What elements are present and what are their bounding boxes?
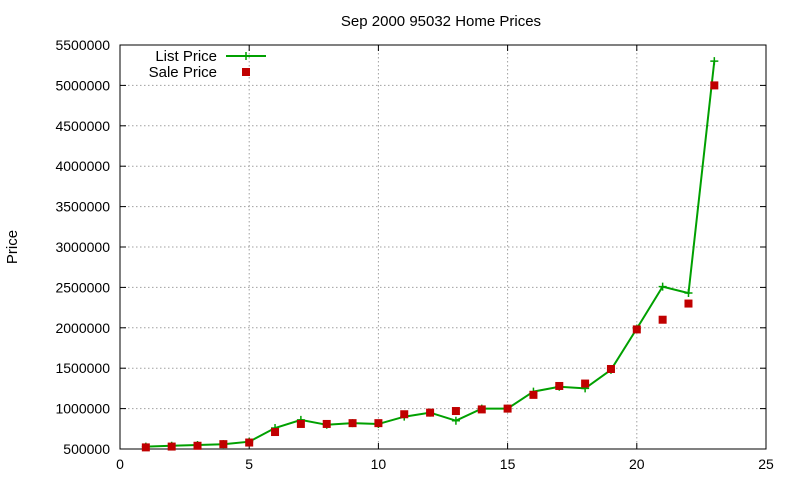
y-tick-label: 2500000 (55, 279, 110, 295)
sale-price-point (348, 419, 357, 428)
sale-price-point (245, 438, 254, 447)
y-tick-label: 500000 (63, 441, 110, 457)
x-tick-label: 20 (629, 456, 645, 472)
legend-label: List Price (155, 48, 217, 65)
sale-price-point (529, 390, 538, 399)
sale-price-point (296, 419, 305, 428)
y-axis-label: Price (4, 230, 21, 264)
x-tick-label: 10 (371, 456, 387, 472)
legend-plus-marker (242, 52, 250, 60)
x-tick-label: 25 (758, 456, 774, 472)
list-price-point (710, 57, 719, 66)
y-tick-label: 5500000 (55, 37, 110, 53)
sale-price-point (374, 419, 383, 428)
x-tick-label: 15 (500, 456, 516, 472)
y-tick-label: 3000000 (55, 239, 110, 255)
x-tick-label: 0 (116, 456, 124, 472)
y-tick-label: 3500000 (55, 199, 110, 215)
sale-price-point (658, 315, 667, 324)
sale-price-point (451, 407, 460, 416)
y-tick-label: 5000000 (55, 77, 110, 93)
plot-frame (119, 44, 767, 450)
sale-price-point (503, 404, 512, 413)
grid (120, 45, 766, 449)
sale-price-point (581, 379, 590, 388)
sale-price-point (632, 325, 641, 334)
sale-price-point (426, 408, 435, 417)
series (141, 57, 719, 452)
sale-price-point (271, 428, 280, 437)
x-tick-label: 5 (245, 456, 253, 472)
y-tick-label: 1500000 (55, 360, 110, 376)
sale-price-point (167, 442, 176, 451)
chart-title: Sep 2000 95032 Home Prices (341, 13, 541, 30)
sale-price-point (219, 440, 228, 449)
list-price-point (451, 416, 460, 425)
sale-price-point (477, 405, 486, 414)
sale-price-point (193, 441, 202, 450)
legend-square-marker (242, 68, 250, 76)
list-price-point (684, 289, 693, 298)
series-sale-price (141, 81, 719, 452)
sale-price-point (400, 410, 409, 419)
y-tick-label: 1000000 (55, 401, 110, 417)
legend-label: Sale Price (149, 64, 217, 81)
y-tick-label: 4500000 (55, 118, 110, 134)
y-tick-label: 4000000 (55, 158, 110, 174)
axis-ticks: 0 5 10 15 20 25 500000 1000000 1500000 2000000 250… (55, 37, 774, 472)
sale-price-point (684, 299, 693, 308)
sale-price-point (710, 81, 719, 90)
list-price-point (658, 282, 667, 291)
sale-price-point (555, 381, 564, 390)
series-list-price (141, 57, 719, 451)
sale-price-point (606, 365, 615, 374)
sale-price-point (322, 419, 331, 428)
y-tick-label: 2000000 (55, 320, 110, 336)
list-price-line (145, 61, 716, 448)
sale-price-point (141, 443, 150, 452)
